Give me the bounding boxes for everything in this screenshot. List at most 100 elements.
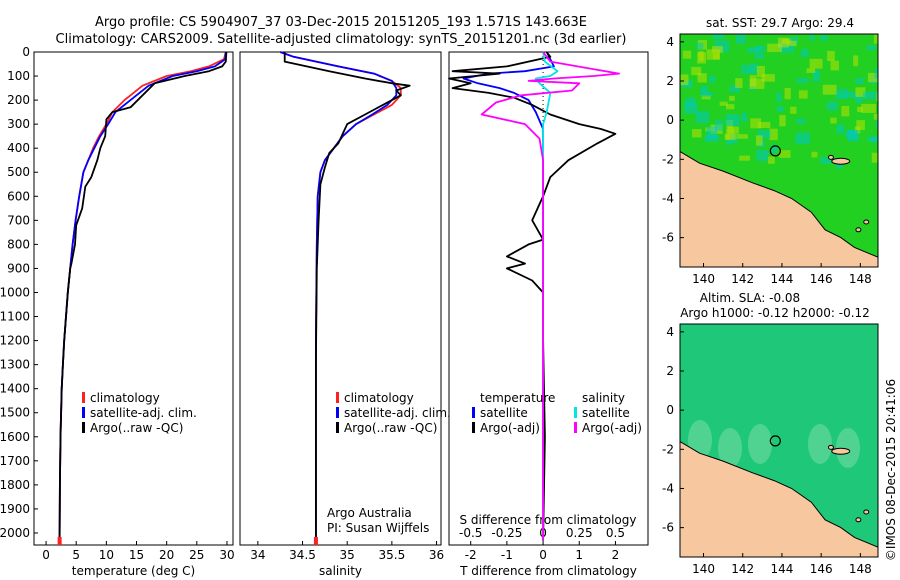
sst-patch [871,136,878,143]
legend-label: Argo(-adj) [582,421,642,435]
y-tick-label: 400 [7,141,30,155]
sla-patch [836,428,860,468]
sla-patch [748,424,772,464]
x-tick-label: 35.5 [379,548,406,562]
sst-patch [820,35,828,41]
sst-patch [876,92,878,102]
x-tick-label: 20 [159,548,174,562]
sst-patch [769,128,778,141]
y-tick-label: -6 [662,521,674,535]
sst-patch [811,151,818,158]
sst-patch [729,85,740,93]
legend-title-salinity: salinity [582,391,625,405]
sst-patch [750,118,761,129]
y-tick-label: 1700 [0,454,30,468]
x-axis-label: temperature (deg C) [72,564,195,578]
land-small-island [863,509,870,515]
top-axis-label: S difference from climatology [460,513,637,527]
y-tick-label: -4 [662,481,674,495]
sst-patch [845,129,858,139]
sst-patch [736,134,748,139]
sst-patch [706,49,721,60]
sst-patch [813,69,820,82]
sst-patch [727,126,739,134]
sst-patch [691,66,702,76]
sst-patch [777,105,784,112]
credit-org: Argo Australia [327,506,412,520]
y-tick-label: 1900 [0,502,30,516]
sst-patch [856,120,865,131]
legend-label: satellite [582,406,630,420]
x-tick-label: 0 [42,548,50,562]
x-tick-label: 2 [612,548,620,562]
y-tick-label: 500 [7,165,30,179]
y-tick-label: 1300 [0,358,30,372]
y-tick-label: -6 [662,231,674,245]
sla-patch [808,424,832,464]
sst-patch [698,51,704,62]
sst-patch [771,144,778,153]
y-tick-label: -2 [662,442,674,456]
sst-patch [756,150,769,162]
sst-patch [736,34,746,44]
sst-patch [855,87,866,97]
y-tick-label: 1000 [0,285,30,299]
map-frame [679,33,879,268]
sst-patch [873,113,878,120]
sst-patch [724,133,737,140]
sst-patch [761,74,775,82]
legend-swatch [82,392,85,403]
x-tick-label: 144 [770,272,793,286]
salinity-panel: 34 34.5 35 35.5 36 salinity climatologysatelli… [239,51,451,578]
x-tick-label: 36 [429,548,444,562]
sst-patch [820,157,832,164]
sst-patch [777,37,789,48]
sst-patch [786,40,797,46]
sst-patch [756,65,765,78]
sst-patch [861,103,877,113]
sst-patch [871,152,878,163]
sst-patch [778,150,791,158]
y-tick-label: 0 [666,113,674,127]
y-tick-label: 200 [7,93,30,107]
sst-map-title: sat. SST: 29.7 Argo: 29.4 [706,16,854,30]
sst-patch [855,94,863,104]
x-tick-label: 140 [692,562,715,576]
sst-patch [835,88,848,100]
y-tick-label: 1200 [0,334,30,348]
y-tick-label: 1600 [0,430,30,444]
top-scale-label: 0.25 [566,526,593,540]
float-position-marker [769,145,781,157]
y-tick-label: 600 [7,189,30,203]
x-tick-label: 10 [99,548,114,562]
map-content [680,324,878,557]
y-tick-label: 100 [7,69,30,83]
sst-patch [714,120,723,131]
plot-frame [33,51,234,546]
sst-patch [789,37,799,44]
legend-swatch [574,407,577,418]
sst-patch [796,118,807,124]
x-tick-label: 0 [539,548,547,562]
y-tick-label: 0 [22,45,30,59]
land-small-island [855,517,862,523]
figure-title-line2: Climatology: CARS2009. Satellite-adjuste… [56,32,627,47]
sst-patch [735,78,743,89]
sst-patch [800,49,809,58]
land-small-island [855,227,862,233]
sst-patch [750,63,759,74]
y-tick-label: 1500 [0,406,30,420]
x-tick-label: 15 [129,548,144,562]
sst-patch [776,92,782,102]
temperature-panel: 0100200300400500600700800900100011001200… [0,45,235,578]
sst-patch [874,67,878,79]
legend-label: Argo(..raw -QC) [344,421,437,435]
sst-patch [741,65,752,74]
sst-patch [719,101,728,106]
top-scale-label: 0.5 [606,526,625,540]
sst-patch [706,126,718,139]
plot-frame [448,51,649,546]
x-tick-label: 142 [731,562,754,576]
